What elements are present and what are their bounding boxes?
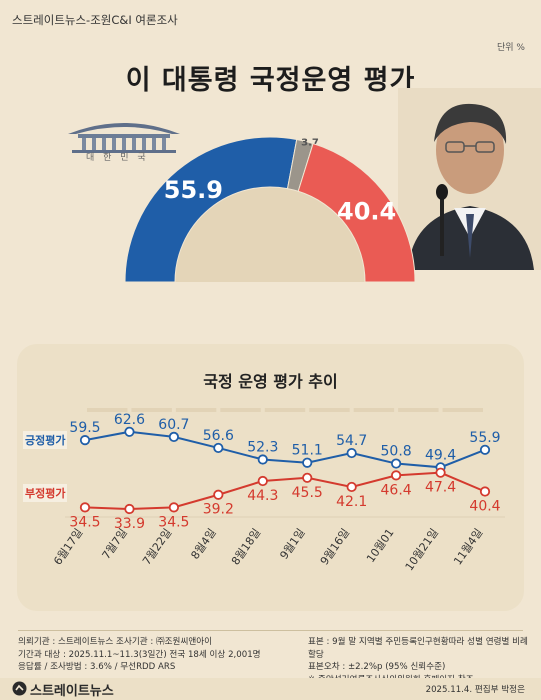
gauge-slice-label: 55.9	[164, 176, 223, 204]
x-tick-label: 9월16일	[317, 526, 352, 568]
emblem-text: 대 한 민 국	[86, 153, 149, 163]
negative-value-label: 47.4	[425, 480, 456, 496]
footer-line: 의뢰기관 : 스트레이트뉴스 조사기관 : ㈜조원씨앤아이	[18, 637, 213, 647]
negative-point	[168, 502, 179, 513]
positive-point	[302, 457, 313, 468]
trend-line-chart: 59.5 62.6 60.7 56.6 52.3 51.1 54.7 50.8 49.4 55.9…	[50, 408, 505, 574]
positive-value-label: 59.5	[69, 420, 100, 436]
grid-band	[442, 408, 483, 412]
unit-label: 단위 %	[497, 43, 525, 53]
positive-point	[346, 447, 357, 459]
positive-point	[168, 431, 179, 443]
publish-date: 2025.11.4. 편집부 박정은	[425, 685, 525, 695]
negative-point	[213, 489, 224, 500]
positive-point	[213, 442, 224, 454]
negative-value-label: 44.3	[247, 488, 278, 504]
gauge-slice	[124, 136, 298, 283]
negative-value-label: 34.5	[158, 514, 189, 530]
brand-name: 스트레이트뉴스	[30, 684, 114, 699]
positive-value-label: 49.4	[425, 447, 456, 463]
positive-point	[257, 454, 268, 465]
grid-band	[264, 408, 306, 412]
positive-value-label: 55.9	[469, 430, 500, 446]
brand-logo-icon	[12, 681, 27, 696]
positive-value-label: 54.7	[336, 433, 367, 449]
footer-left: 의뢰기관 : 스트레이트뉴스 조사기관 : ㈜조원씨앤아이 기간과 대상 : 2…	[18, 636, 303, 674]
positive-point	[391, 458, 402, 469]
legend-negative: 부정평가	[23, 484, 68, 502]
grid-band	[87, 408, 128, 412]
negative-value-label: 42.1	[336, 494, 367, 510]
footer-line: 응답률 / 조사방법 : 3.6% / 무선RDD ARS	[18, 662, 176, 673]
positive-value-label: 62.6	[114, 412, 145, 428]
president-photo	[398, 88, 541, 270]
footer-line: 표본 : 9월 말 지역별 주민등록인구현황따라 성별 연령별 비례할당	[308, 637, 528, 660]
gauge-slice-label: 40.4	[337, 197, 396, 225]
grid-band	[398, 408, 439, 412]
trend-chart-title: 국정 운영 평가 추이	[203, 372, 338, 391]
positive-value-label: 52.3	[247, 440, 278, 456]
negative-value-label: 34.5	[69, 514, 100, 530]
negative-point	[302, 472, 313, 483]
survey-source: 스트레이트뉴스-조원C&I 여론조사	[12, 13, 178, 27]
grid-band	[220, 408, 261, 412]
x-tick-label: 10월01	[364, 526, 397, 565]
footer-divider	[18, 630, 523, 631]
x-tick-label: 11월4일	[450, 526, 485, 568]
positive-value-label: 56.6	[203, 428, 234, 444]
grid-band	[309, 408, 350, 412]
negative-value-label: 33.9	[114, 516, 145, 532]
negative-value-label: 45.5	[292, 485, 323, 501]
positive-point	[79, 435, 91, 446]
approval-gauge-chart: 55.9 3.7 40.4	[124, 136, 416, 283]
x-tick-label: 9월1일	[277, 526, 308, 562]
grid-band	[175, 408, 217, 412]
footer-line: 표본오차 : ±2.2%p (95% 신뢰수준)	[308, 662, 446, 673]
x-tick-label: 10월21일	[402, 526, 441, 574]
positive-value-label: 50.8	[381, 444, 412, 460]
brand-bar	[0, 678, 541, 700]
positive-point	[479, 444, 491, 455]
negative-point	[257, 475, 268, 487]
positive-value-label: 60.7	[158, 417, 189, 433]
negative-point	[79, 502, 91, 513]
footer-line: 기간과 대상 : 2025.11.1~11.3(3일간) 전국 18세 이상 2…	[18, 649, 261, 660]
negative-series-line	[84, 471, 486, 511]
gauge-slice-label: 3.7	[301, 138, 319, 149]
negative-value-label: 40.4	[469, 499, 500, 515]
negative-point	[435, 467, 446, 478]
negative-point	[124, 503, 135, 515]
positive-value-label: 51.1	[292, 443, 323, 459]
positive-series-line	[84, 430, 486, 469]
grid-band	[131, 408, 172, 412]
blue-house-emblem-icon	[68, 123, 180, 153]
negative-point	[391, 470, 402, 481]
negative-point	[346, 481, 357, 493]
positive-point	[124, 426, 135, 437]
gauge-slice	[297, 142, 416, 283]
gauge-inner	[175, 187, 365, 282]
x-tick-label: 8월18일	[228, 526, 263, 568]
page-title: 이 대통령 국정운영 평가	[125, 65, 416, 96]
grid-band	[353, 408, 395, 412]
negative-point	[479, 486, 491, 497]
x-tick-label: 8월4일	[188, 526, 219, 562]
negative-value-label: 46.4	[381, 482, 412, 498]
legend-positive: 긍정평가	[23, 431, 68, 449]
negative-value-label: 39.2	[203, 502, 234, 518]
x-tick-label: 6월17일	[50, 526, 85, 568]
